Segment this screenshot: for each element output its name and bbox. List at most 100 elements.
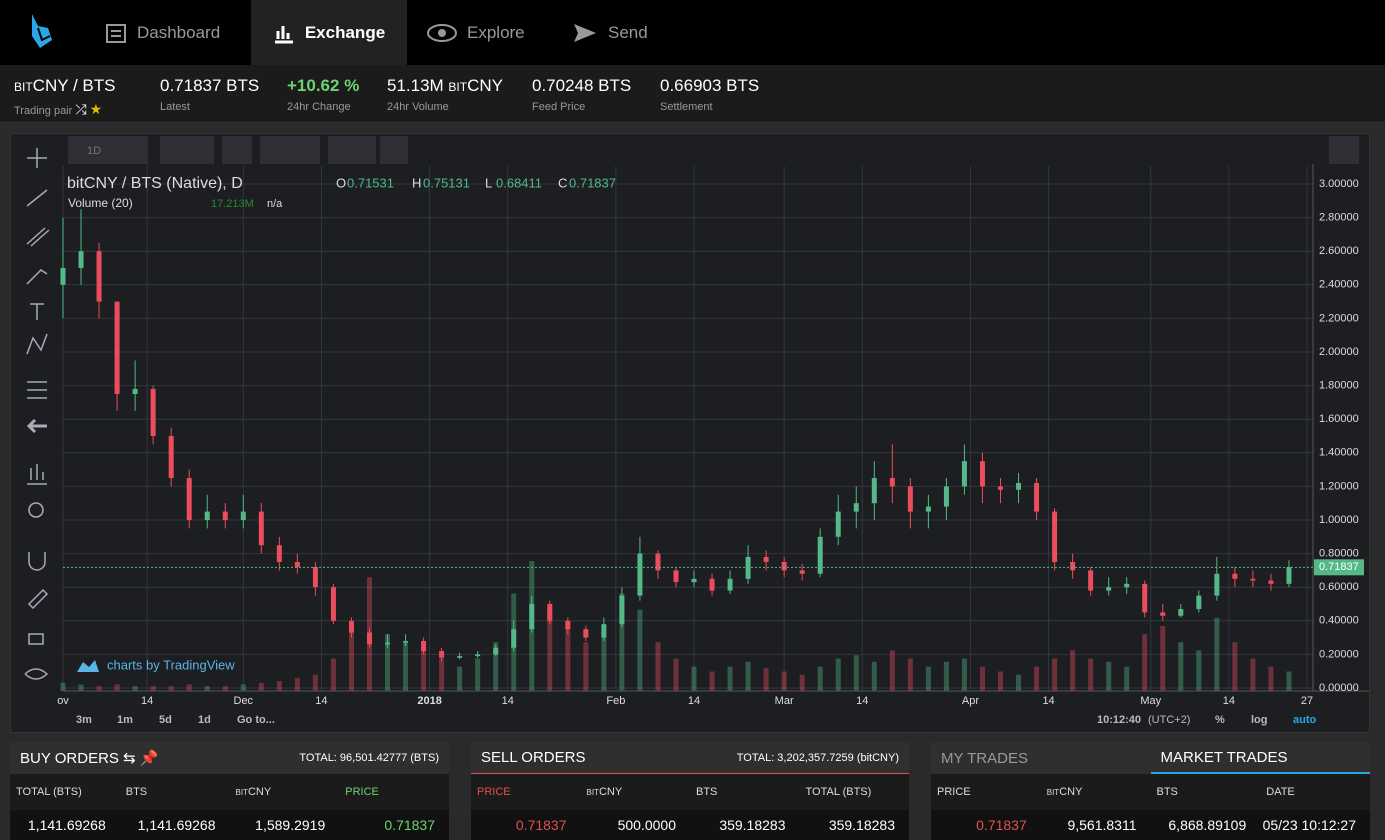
cell: 0.71837 (515, 817, 567, 833)
volume-bar (637, 609, 643, 691)
nav-tab[interactable]: Send (572, 0, 672, 65)
last-price-label: 0.71837 (1319, 561, 1359, 573)
candle-body (961, 461, 967, 487)
range-button[interactable]: 1d (198, 714, 211, 726)
candle-body (240, 511, 246, 520)
x-tick-label: 14 (1042, 695, 1054, 707)
candle-body (565, 620, 571, 630)
range-button[interactable]: Go to... (237, 714, 275, 726)
x-tick-label: 27 (1301, 695, 1313, 707)
y-tick-label: 1.40000 (1319, 447, 1359, 459)
y-tick-label: 3.00000 (1319, 178, 1359, 190)
candle-body (168, 436, 174, 478)
nav-tab[interactable]: Dashboard (105, 0, 245, 65)
volume-bar (1232, 642, 1238, 691)
cell: 6,868.89109 (1168, 817, 1247, 833)
volume-bar (348, 626, 354, 691)
volume-bar (421, 650, 427, 691)
range-button[interactable]: 5d (159, 714, 172, 726)
scale-option[interactable]: auto (1293, 714, 1317, 726)
x-tick-label: Mar (775, 695, 794, 707)
col-header: PRICE (937, 786, 971, 798)
candle-body (925, 506, 931, 512)
stat-value: 0.71837 BTS (160, 76, 260, 95)
interval[interactable]: 1D (87, 145, 101, 157)
scale-option[interactable]: % (1215, 714, 1225, 726)
cell: 359.18283 (719, 817, 786, 833)
col-header: BTS (1156, 786, 1178, 798)
candle-body (727, 578, 733, 591)
x-tick-label: 14 (502, 695, 514, 707)
candle-body (204, 511, 210, 520)
candle-body (457, 656, 463, 658)
y-tick-label: 2.00000 (1319, 346, 1359, 358)
y-tick-label: 1.60000 (1319, 413, 1359, 425)
credit: charts by TradingView (107, 657, 235, 672)
grid (62, 166, 1313, 691)
cell: 9,561.8311 (1067, 817, 1137, 833)
candle-body (655, 553, 661, 571)
col-header: BTS (125, 786, 148, 798)
volume-bar (961, 658, 967, 691)
scale-option[interactable]: log (1251, 714, 1268, 726)
volume-bar (709, 671, 715, 691)
sell-orders: SELL ORDERS TOTAL: 3,202,357.7259 (bitCNY… (471, 742, 909, 840)
volume-bar (655, 642, 661, 691)
last-price-box (1314, 559, 1364, 576)
y-tick-label: 0.40000 (1319, 615, 1359, 627)
y-tick-label: 2.80000 (1319, 212, 1359, 224)
tab[interactable]: MY TRADES (941, 749, 1028, 767)
volume-bar (294, 678, 300, 691)
col-header: DATE (1266, 786, 1295, 798)
volume-bar (998, 671, 1003, 691)
col-header: PRICE (477, 786, 511, 798)
volume-bar (1214, 617, 1220, 691)
col-header: bitCNY (1046, 786, 1083, 798)
nav-label: Explore (467, 22, 525, 42)
volume-bar (132, 686, 138, 691)
candle-body (511, 629, 517, 648)
chart: 1D bitCNY / BTS (Native), D O 0.71531 H 0.7… (11, 134, 1369, 732)
x-tick-label: 14 (141, 695, 153, 707)
volume-bar (403, 642, 409, 691)
range-button[interactable]: 1m (117, 714, 133, 726)
range-button[interactable]: 3m (76, 714, 92, 726)
candle-body (709, 578, 715, 591)
candle-body (493, 647, 499, 655)
stat-label: Settlement (660, 101, 713, 113)
flip-icon[interactable]: ⤮ (75, 101, 87, 117)
tab[interactable]: MARKET TRADES (1150, 742, 1370, 774)
star-icon[interactable]: ★ (89, 101, 103, 117)
volume-bar (475, 658, 481, 691)
stat-label: 24hr Volume (387, 101, 449, 113)
candle-body (799, 570, 805, 574)
nav-label: Dashboard (137, 22, 221, 42)
volume-bar (1286, 671, 1292, 691)
candle-body (403, 640, 409, 643)
stat-value: 0.70248 BTS (532, 76, 632, 95)
volume-bar (547, 609, 553, 691)
candle-body (998, 486, 1003, 490)
volume-bar (727, 666, 733, 691)
panel-title: SELL ORDERS (481, 749, 586, 766)
candle-body (1034, 483, 1040, 512)
candle-body (583, 629, 589, 638)
stat-label: 24hr Change (287, 101, 351, 113)
top-toolbar (67, 136, 1307, 164)
y-tick-label: 0.80000 (1319, 548, 1359, 560)
y-tick-label: 2.20000 (1319, 312, 1359, 324)
volume-bar (60, 682, 66, 691)
x-tick-label: 14 (315, 695, 327, 707)
candle-body (1106, 587, 1112, 591)
candle-body (222, 511, 228, 520)
col-header: PRICE (345, 786, 379, 798)
cell: 0.71837 (384, 817, 435, 833)
nav-tab[interactable]: Explore (427, 0, 557, 65)
volume-bar (1142, 634, 1148, 691)
candle-body (1214, 573, 1220, 596)
cell: 1,141.69268 (27, 817, 106, 833)
nav-tab[interactable]: Exchange (251, 0, 407, 65)
y-tick-label: 2.60000 (1319, 245, 1359, 257)
cell: 0.71837 (976, 817, 1027, 833)
candle-body (619, 595, 625, 625)
